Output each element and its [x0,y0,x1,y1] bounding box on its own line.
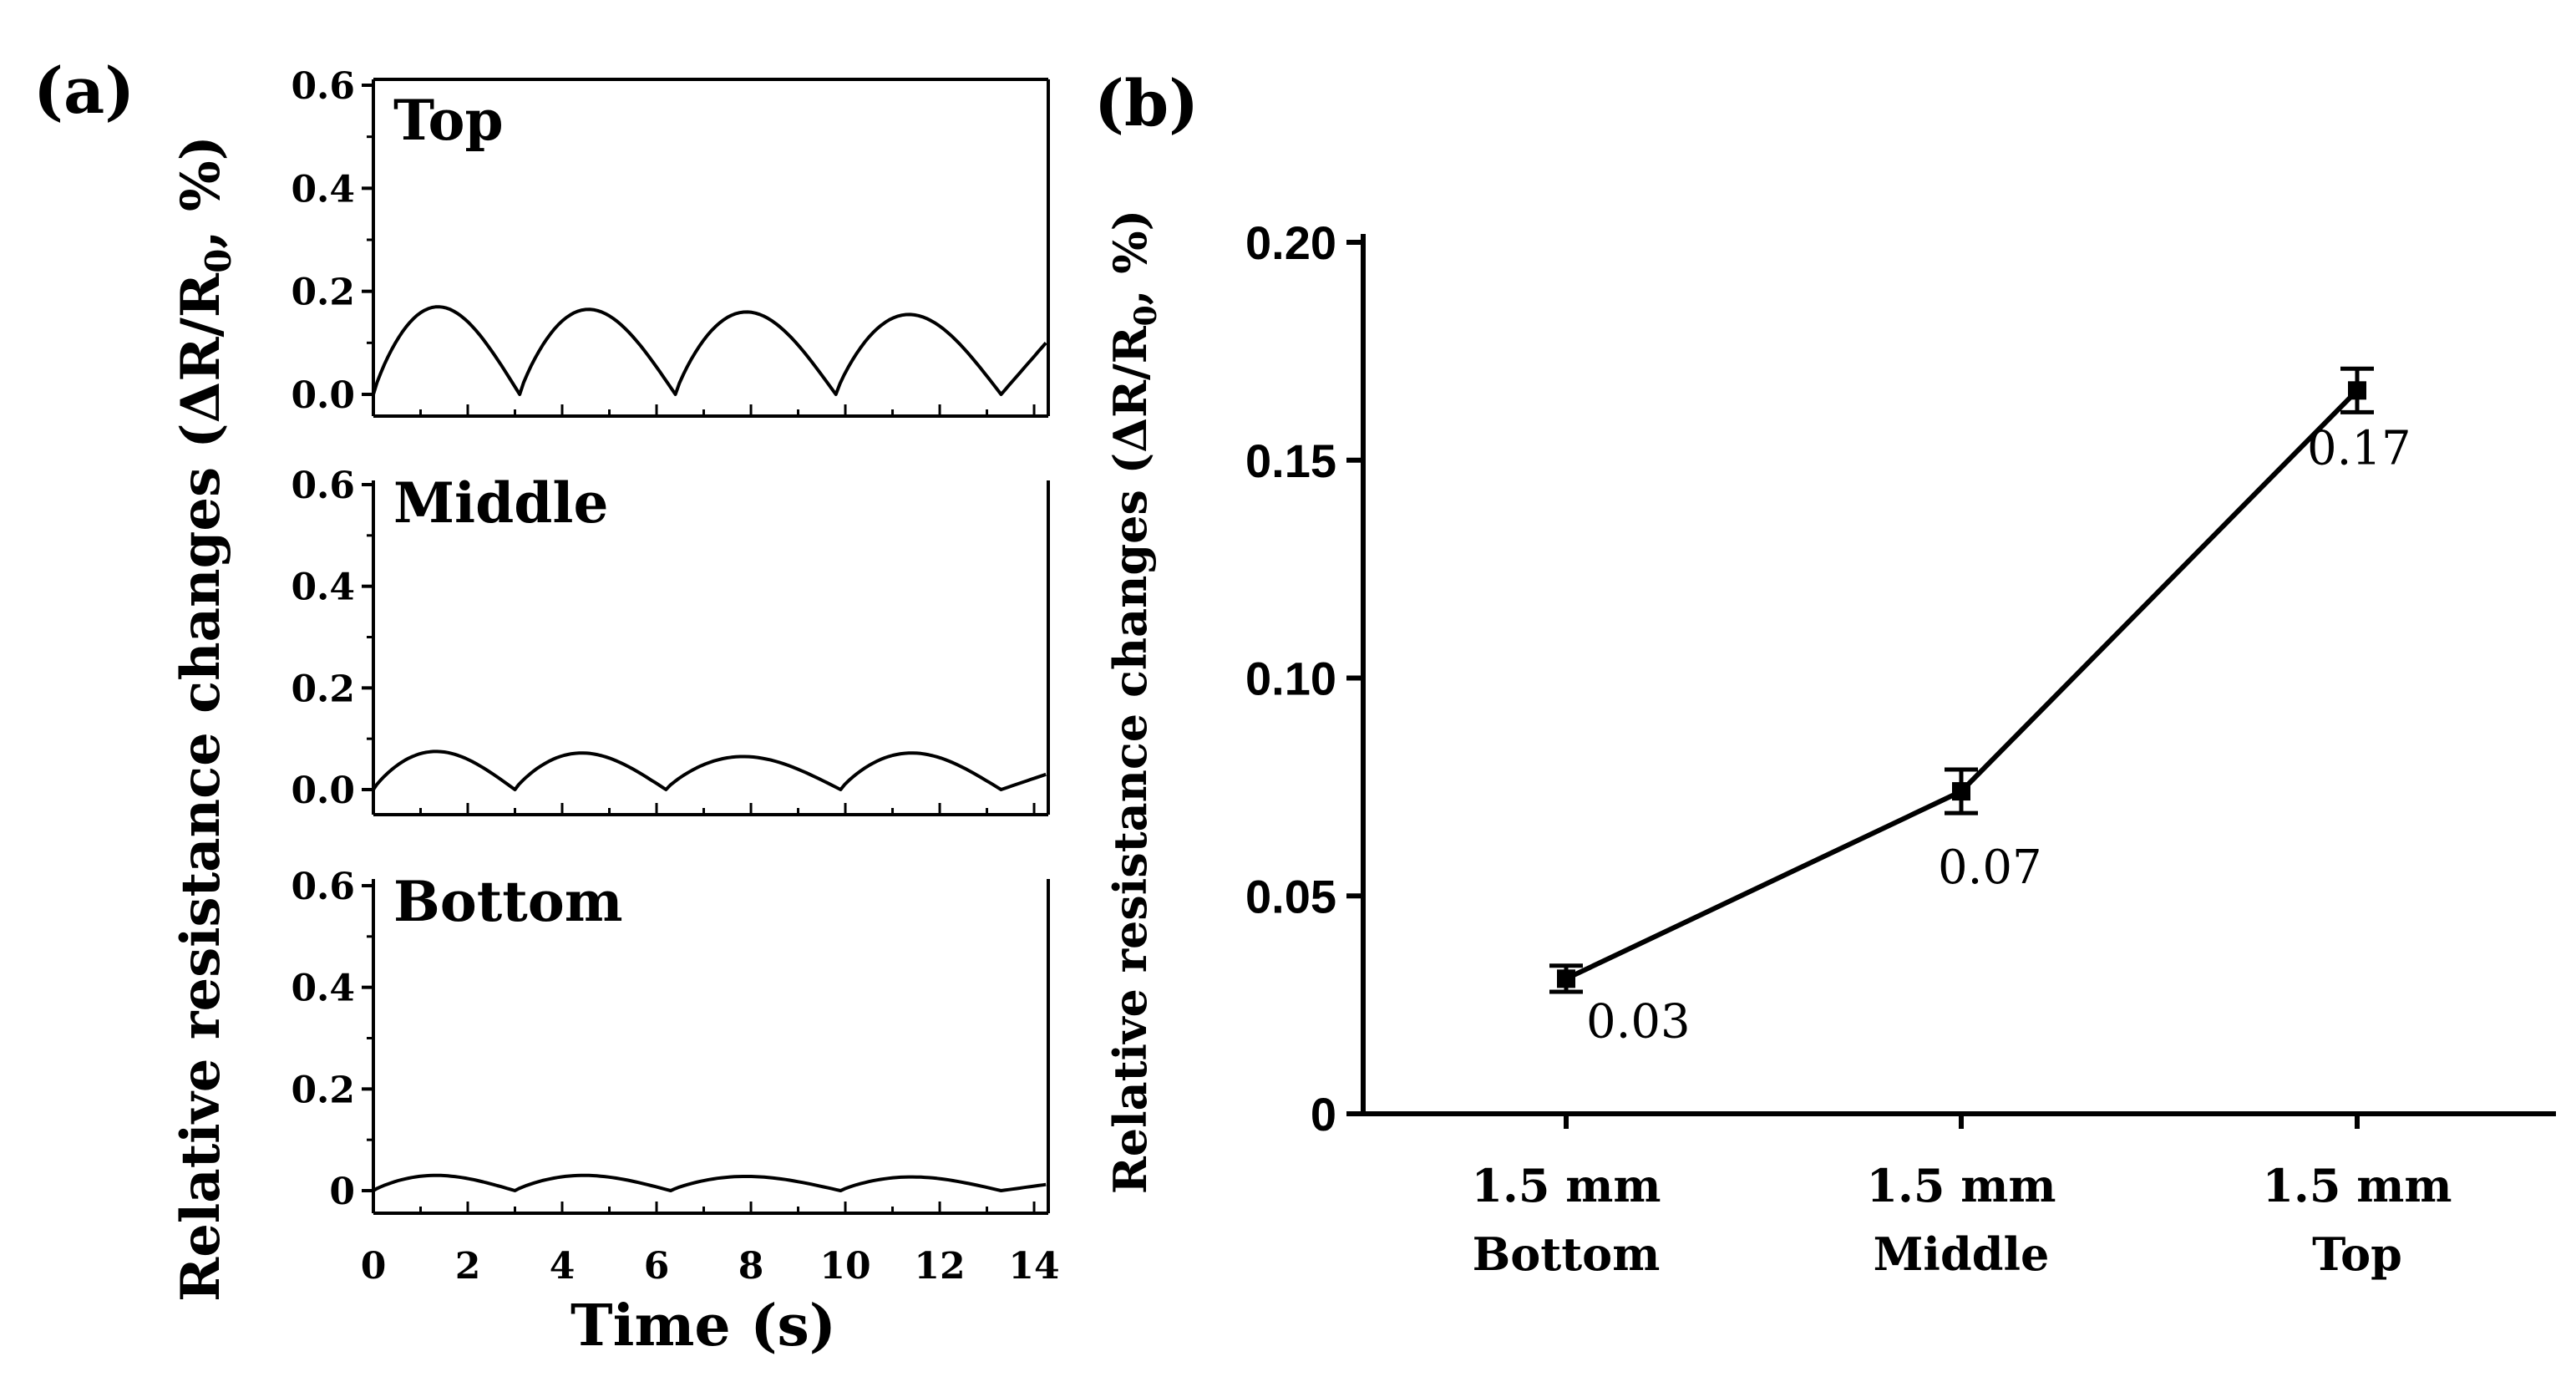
series-line-bottom [372,1173,1047,1192]
subplot-title: Bottom [393,869,623,934]
panel-a-label: (a) [33,53,134,128]
y-tick-label: 0.6 [291,465,355,507]
category-label-line1: 1.5 mm [1866,1159,2056,1212]
panel-a-ylabel: Relative resistance changes (ΔR/R0, %) [170,135,239,1302]
y-tick-label: 0.4 [291,168,355,211]
y-tick-label: 0.0 [291,770,355,812]
panel-b: (b) Relative resistance changes (ΔR/R0, … [1094,66,2556,1281]
x-tick-label: 0 [361,1245,387,1288]
category-label-line2: Bottom [1473,1227,1661,1281]
category-label-line2: Top [2312,1227,2402,1281]
y-tick-label: 0.20 [1245,216,1336,269]
y-tick-label: 0.4 [291,566,355,609]
category-label-line1: 1.5 mm [1471,1159,1661,1212]
subplot-title: Middle [393,470,609,536]
y-tick-label: 0.15 [1245,434,1336,487]
panel-a-xlabel: Time (s) [570,1293,836,1359]
panel-b-series [1549,366,2374,994]
category-label-line2: Middle [1874,1227,2050,1281]
data-point [1952,782,1970,801]
x-tick-label: 12 [914,1245,965,1288]
x-tick-label: 6 [644,1245,670,1288]
subplot-title: Top [393,88,504,153]
panel-b-label: (b) [1094,66,1199,140]
y-tick-label: 0.2 [291,668,355,710]
series-line-middle [372,749,1047,791]
panel-b-ytick-labels: 0 0.05 0.10 0.15 0.20 [1245,216,1336,1141]
y-tick-label: 0 [329,1171,355,1213]
x-tick-label: 14 [1008,1245,1059,1288]
x-tick-label: 10 [819,1245,870,1288]
subplot-middle: 0.0 0.2 0.4 0.6 Middle [291,465,1050,816]
y-tick-label: 0.2 [291,272,355,314]
subplot-top: 0.0 0.2 0.4 0.6 Top [291,65,1050,418]
y-tick-label: 0.2 [291,1069,355,1111]
point-label: 0.07 [1938,841,2042,895]
x-tick-label: 2 [455,1245,481,1288]
y-tick-label: 0.4 [291,968,355,1010]
panel-b-ylabel: Relative resistance changes (ΔR/R0, %) [1103,210,1164,1194]
y-tick-label: 0 [1311,1088,1336,1141]
panel-a: (a) Relative resistance changes (ΔR/R0, … [33,53,1060,1359]
category-label-line1: 1.5 mm [2262,1159,2452,1212]
x-tick-label: 4 [550,1245,576,1288]
x-tick-label: 8 [738,1245,764,1288]
data-point [2348,381,2366,400]
y-tick-label: 0.6 [291,866,355,908]
panel-b-category-labels: 1.5 mm Bottom 1.5 mm Middle 1.5 mm Top [1471,1159,2452,1281]
panel-a-xtick-labels: 0 2 4 6 8 10 12 14 [361,1245,1060,1288]
panel-b-point-labels: 0.03 0.07 0.17 [1586,421,2411,1049]
series-line-top [372,305,1047,396]
y-tick-label: 0.6 [291,65,355,108]
point-label: 0.03 [1586,994,1691,1049]
y-tick-label: 0.10 [1245,653,1336,705]
y-tick-label: 0.05 [1245,870,1336,922]
data-point [1557,969,1575,988]
panel-b-axes [1346,234,2556,1129]
point-label: 0.17 [2307,421,2411,475]
y-tick-label: 0.0 [291,374,355,417]
subplot-bottom: 0 0.2 0.4 0.6 Bottom [291,866,1050,1215]
